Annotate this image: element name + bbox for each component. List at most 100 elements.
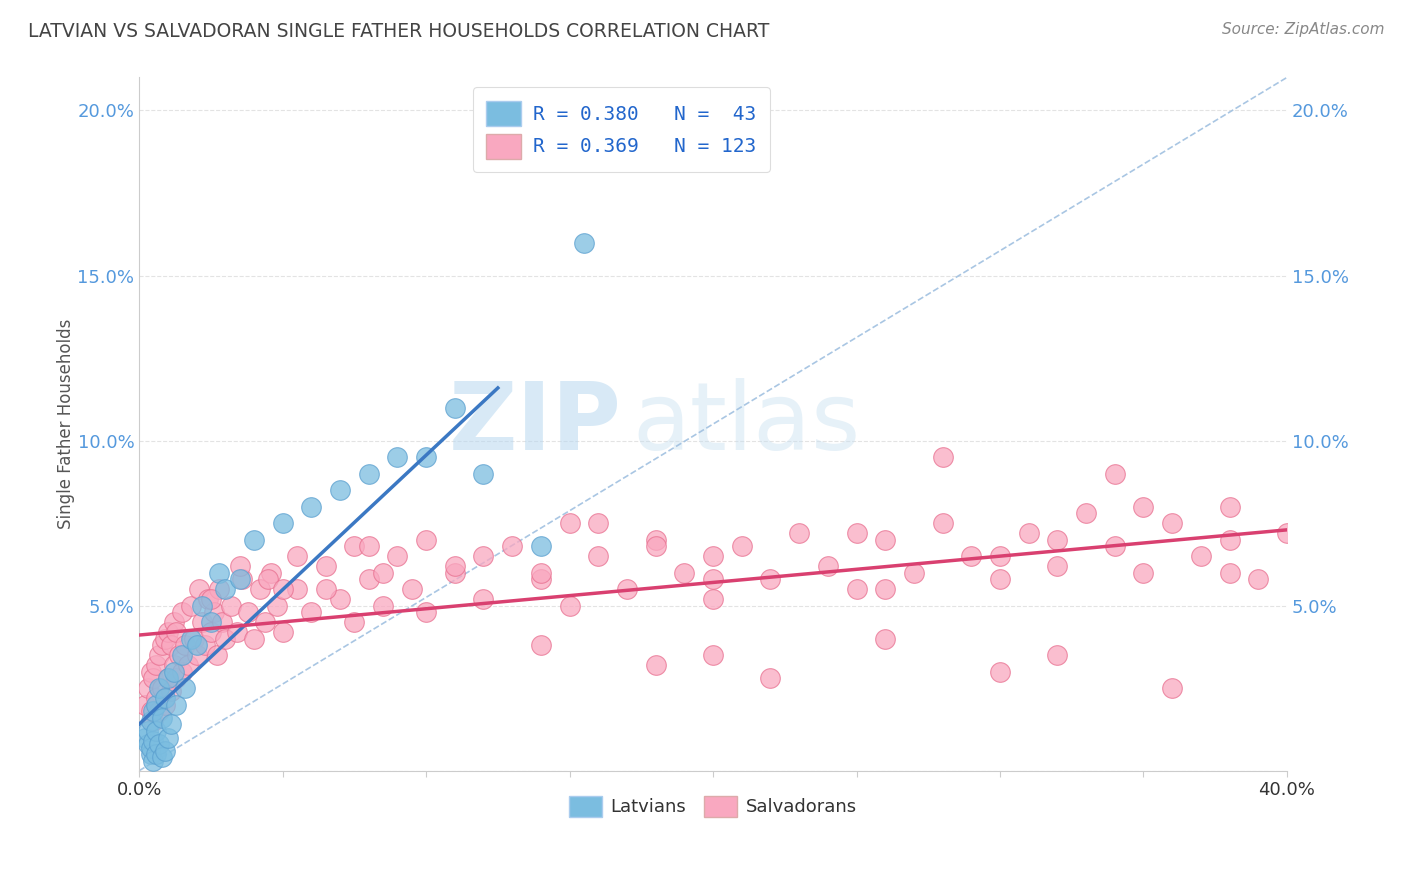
Point xyxy=(174,638,197,652)
Point xyxy=(285,549,308,563)
Point xyxy=(315,582,337,596)
Point xyxy=(558,599,581,613)
Point xyxy=(156,625,179,640)
Point xyxy=(572,235,595,250)
Point xyxy=(644,533,666,547)
Point xyxy=(845,582,868,596)
Point xyxy=(142,714,165,728)
Point xyxy=(472,467,495,481)
Point xyxy=(1189,549,1212,563)
Point xyxy=(1046,533,1069,547)
Point xyxy=(200,625,222,640)
Point xyxy=(139,740,162,755)
Point xyxy=(1161,516,1184,530)
Point xyxy=(150,750,173,764)
Point xyxy=(145,658,167,673)
Point xyxy=(501,539,523,553)
Point xyxy=(988,549,1011,563)
Point xyxy=(329,592,352,607)
Point xyxy=(702,572,724,586)
Text: atlas: atlas xyxy=(633,378,860,470)
Point xyxy=(271,582,294,596)
Point xyxy=(166,698,188,712)
Point xyxy=(150,711,173,725)
Point xyxy=(177,658,200,673)
Point xyxy=(285,582,308,596)
Point xyxy=(136,737,159,751)
Point xyxy=(472,592,495,607)
Point xyxy=(558,516,581,530)
Point xyxy=(162,658,184,673)
Point xyxy=(145,698,167,712)
Y-axis label: Single Father Households: Single Father Households xyxy=(58,318,75,529)
Point xyxy=(731,539,754,553)
Point xyxy=(257,572,280,586)
Point xyxy=(249,582,271,596)
Text: ZIP: ZIP xyxy=(449,378,621,470)
Point xyxy=(159,638,181,652)
Point xyxy=(357,467,380,481)
Point xyxy=(343,615,366,629)
Point xyxy=(153,744,176,758)
Point xyxy=(271,516,294,530)
Point xyxy=(845,526,868,541)
Point xyxy=(1219,500,1241,514)
Text: Source: ZipAtlas.com: Source: ZipAtlas.com xyxy=(1222,22,1385,37)
Point xyxy=(172,665,194,679)
Point xyxy=(191,615,214,629)
Point xyxy=(156,671,179,685)
Point xyxy=(153,698,176,712)
Point xyxy=(817,559,839,574)
Point xyxy=(673,566,696,580)
Point xyxy=(219,599,242,613)
Point xyxy=(875,533,897,547)
Point xyxy=(1132,500,1154,514)
Point xyxy=(530,572,553,586)
Point xyxy=(238,605,260,619)
Point xyxy=(371,566,394,580)
Point xyxy=(197,592,219,607)
Point xyxy=(188,582,211,596)
Point xyxy=(988,572,1011,586)
Point xyxy=(1219,566,1241,580)
Point xyxy=(357,539,380,553)
Point xyxy=(443,566,465,580)
Point xyxy=(787,526,810,541)
Point xyxy=(266,599,288,613)
Point xyxy=(1074,506,1097,520)
Point xyxy=(329,483,352,497)
Point xyxy=(145,691,167,706)
Point xyxy=(136,724,159,739)
Point xyxy=(169,648,191,662)
Point xyxy=(186,638,208,652)
Point xyxy=(186,648,208,662)
Point xyxy=(931,450,953,464)
Point xyxy=(315,559,337,574)
Point xyxy=(166,625,188,640)
Point xyxy=(415,533,437,547)
Point xyxy=(172,605,194,619)
Legend: Latvians, Salvadorans: Latvians, Salvadorans xyxy=(562,789,865,824)
Point xyxy=(139,704,162,718)
Point xyxy=(1275,526,1298,541)
Point xyxy=(148,681,170,695)
Point xyxy=(150,681,173,695)
Point xyxy=(443,559,465,574)
Point xyxy=(142,704,165,718)
Point xyxy=(415,605,437,619)
Point xyxy=(228,572,250,586)
Point xyxy=(1046,559,1069,574)
Point xyxy=(903,566,925,580)
Point xyxy=(166,671,188,685)
Point xyxy=(371,599,394,613)
Point xyxy=(150,638,173,652)
Point xyxy=(443,401,465,415)
Point xyxy=(208,566,231,580)
Point xyxy=(139,665,162,679)
Point xyxy=(702,648,724,662)
Point xyxy=(759,671,782,685)
Point xyxy=(148,737,170,751)
Point xyxy=(156,671,179,685)
Point xyxy=(759,572,782,586)
Point xyxy=(415,450,437,464)
